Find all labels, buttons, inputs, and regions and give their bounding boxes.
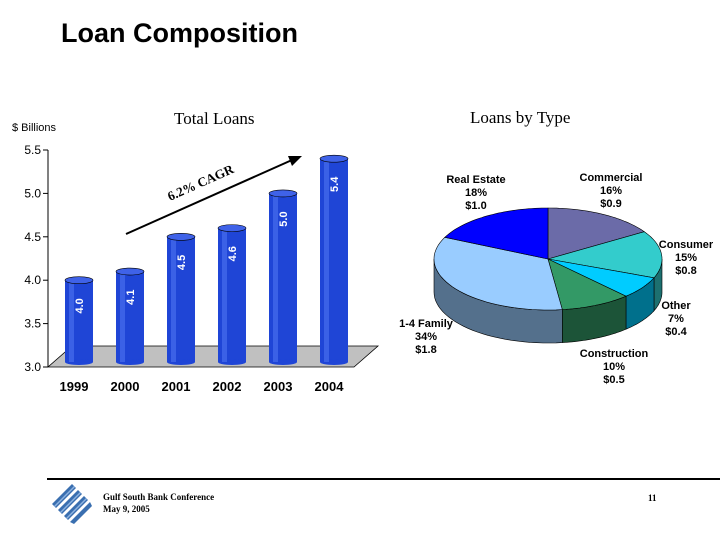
pie-label-percent: 7% (668, 313, 684, 325)
pie-label-name: Other (661, 300, 691, 312)
pie-slice-label: Consumer 15% $0.8 (659, 239, 714, 277)
bar-highlight (171, 236, 176, 362)
x-tick-label: 1999 (60, 379, 89, 394)
bar (115, 267, 145, 365)
pie-label-percent: 16% (600, 185, 622, 197)
pie-slice-label: Construction 10% $0.5 (580, 348, 649, 386)
bar (268, 189, 298, 365)
pie-slice-label: Real Estate 18% $1.0 (446, 174, 505, 212)
bar-highlight (324, 158, 329, 362)
pie-label-percent: 15% (675, 252, 697, 264)
bar-highlight (69, 280, 74, 362)
x-tick-label: 2002 (213, 379, 242, 394)
pie-slice-label: 1-4 Family 34% $1.8 (399, 318, 454, 356)
pie-label-value: $0.5 (603, 374, 624, 386)
bar (217, 224, 247, 365)
pie-label-name: Real Estate (446, 174, 505, 186)
bar-top (268, 189, 298, 198)
bar-data-label: 5.4 (329, 176, 341, 192)
y-tick-label: 4.0 (24, 273, 41, 287)
cagr-arrow-head (288, 156, 302, 166)
bar-top (64, 276, 94, 285)
bar-data-label: 5.0 (278, 211, 290, 226)
bank-logo-icon (52, 484, 92, 524)
pie-label-name: Construction (580, 348, 649, 360)
footer-date: May 9, 2005 (103, 504, 150, 514)
x-tick-label: 2000 (111, 379, 140, 394)
pie-label-value: $0.4 (665, 326, 687, 338)
pie-chart-title: Loans by Type (470, 108, 571, 127)
footer-divider (47, 478, 720, 480)
bar-highlight (273, 193, 278, 362)
y-tick-label: 3.5 (24, 317, 41, 331)
bar-data-label: 4.6 (227, 246, 239, 261)
y-tick-label: 3.0 (24, 360, 41, 374)
pie-slice (444, 207, 549, 260)
cagr-arrow-line (125, 159, 293, 235)
bar-highlight (120, 271, 125, 362)
pie-label-name: Commercial (580, 172, 643, 184)
pie-label-percent: 34% (415, 331, 437, 343)
bar-data-label: 4.0 (74, 298, 86, 313)
bar-top (166, 233, 196, 241)
bar (166, 233, 196, 365)
bar-data-label: 4.5 (176, 255, 188, 270)
footer-text: Gulf South Bank Conference May 9, 2005 (103, 491, 214, 515)
pie-slice (547, 258, 655, 297)
x-tick-label: 2001 (162, 379, 191, 394)
bar-chart-ylabel: $ Billions (12, 122, 57, 134)
bar-data-label: 4.1 (125, 290, 137, 305)
x-tick-label: 2003 (264, 379, 293, 394)
x-tick-label: 2004 (315, 379, 345, 394)
pie-label-value: $0.9 (600, 198, 621, 210)
bar (64, 276, 94, 365)
bar-highlight (222, 228, 227, 362)
bar-top (217, 224, 247, 232)
bar (319, 154, 349, 365)
bar-top (115, 267, 145, 276)
slide-title: Loan Composition (61, 18, 298, 48)
pie-slice (547, 207, 645, 260)
pie-label-percent: 10% (603, 361, 625, 373)
pie-label-name: 1-4 Family (399, 318, 454, 330)
y-tick-label: 5.5 (24, 143, 41, 157)
page-number: 11 (648, 493, 657, 503)
pie-label-value: $1.8 (415, 344, 436, 356)
bar-top (319, 154, 349, 163)
bar-chart-title: Total Loans (174, 109, 255, 128)
pie-label-percent: 18% (465, 187, 487, 199)
pie-label-name: Consumer (659, 239, 714, 251)
pie-label-value: $1.0 (465, 200, 486, 212)
footer-conference: Gulf South Bank Conference (103, 492, 215, 502)
pie-sides (433, 258, 663, 344)
pie-label-value: $0.8 (675, 265, 696, 277)
pie-slice (547, 258, 627, 310)
y-tick-label: 5.0 (24, 186, 41, 200)
pie-slice-label: Other 7% $0.4 (661, 300, 691, 338)
y-tick-label: 4.5 (24, 230, 41, 244)
pie-slice (547, 231, 663, 279)
pie-slice-label: Commercial 16% $0.9 (580, 172, 643, 210)
